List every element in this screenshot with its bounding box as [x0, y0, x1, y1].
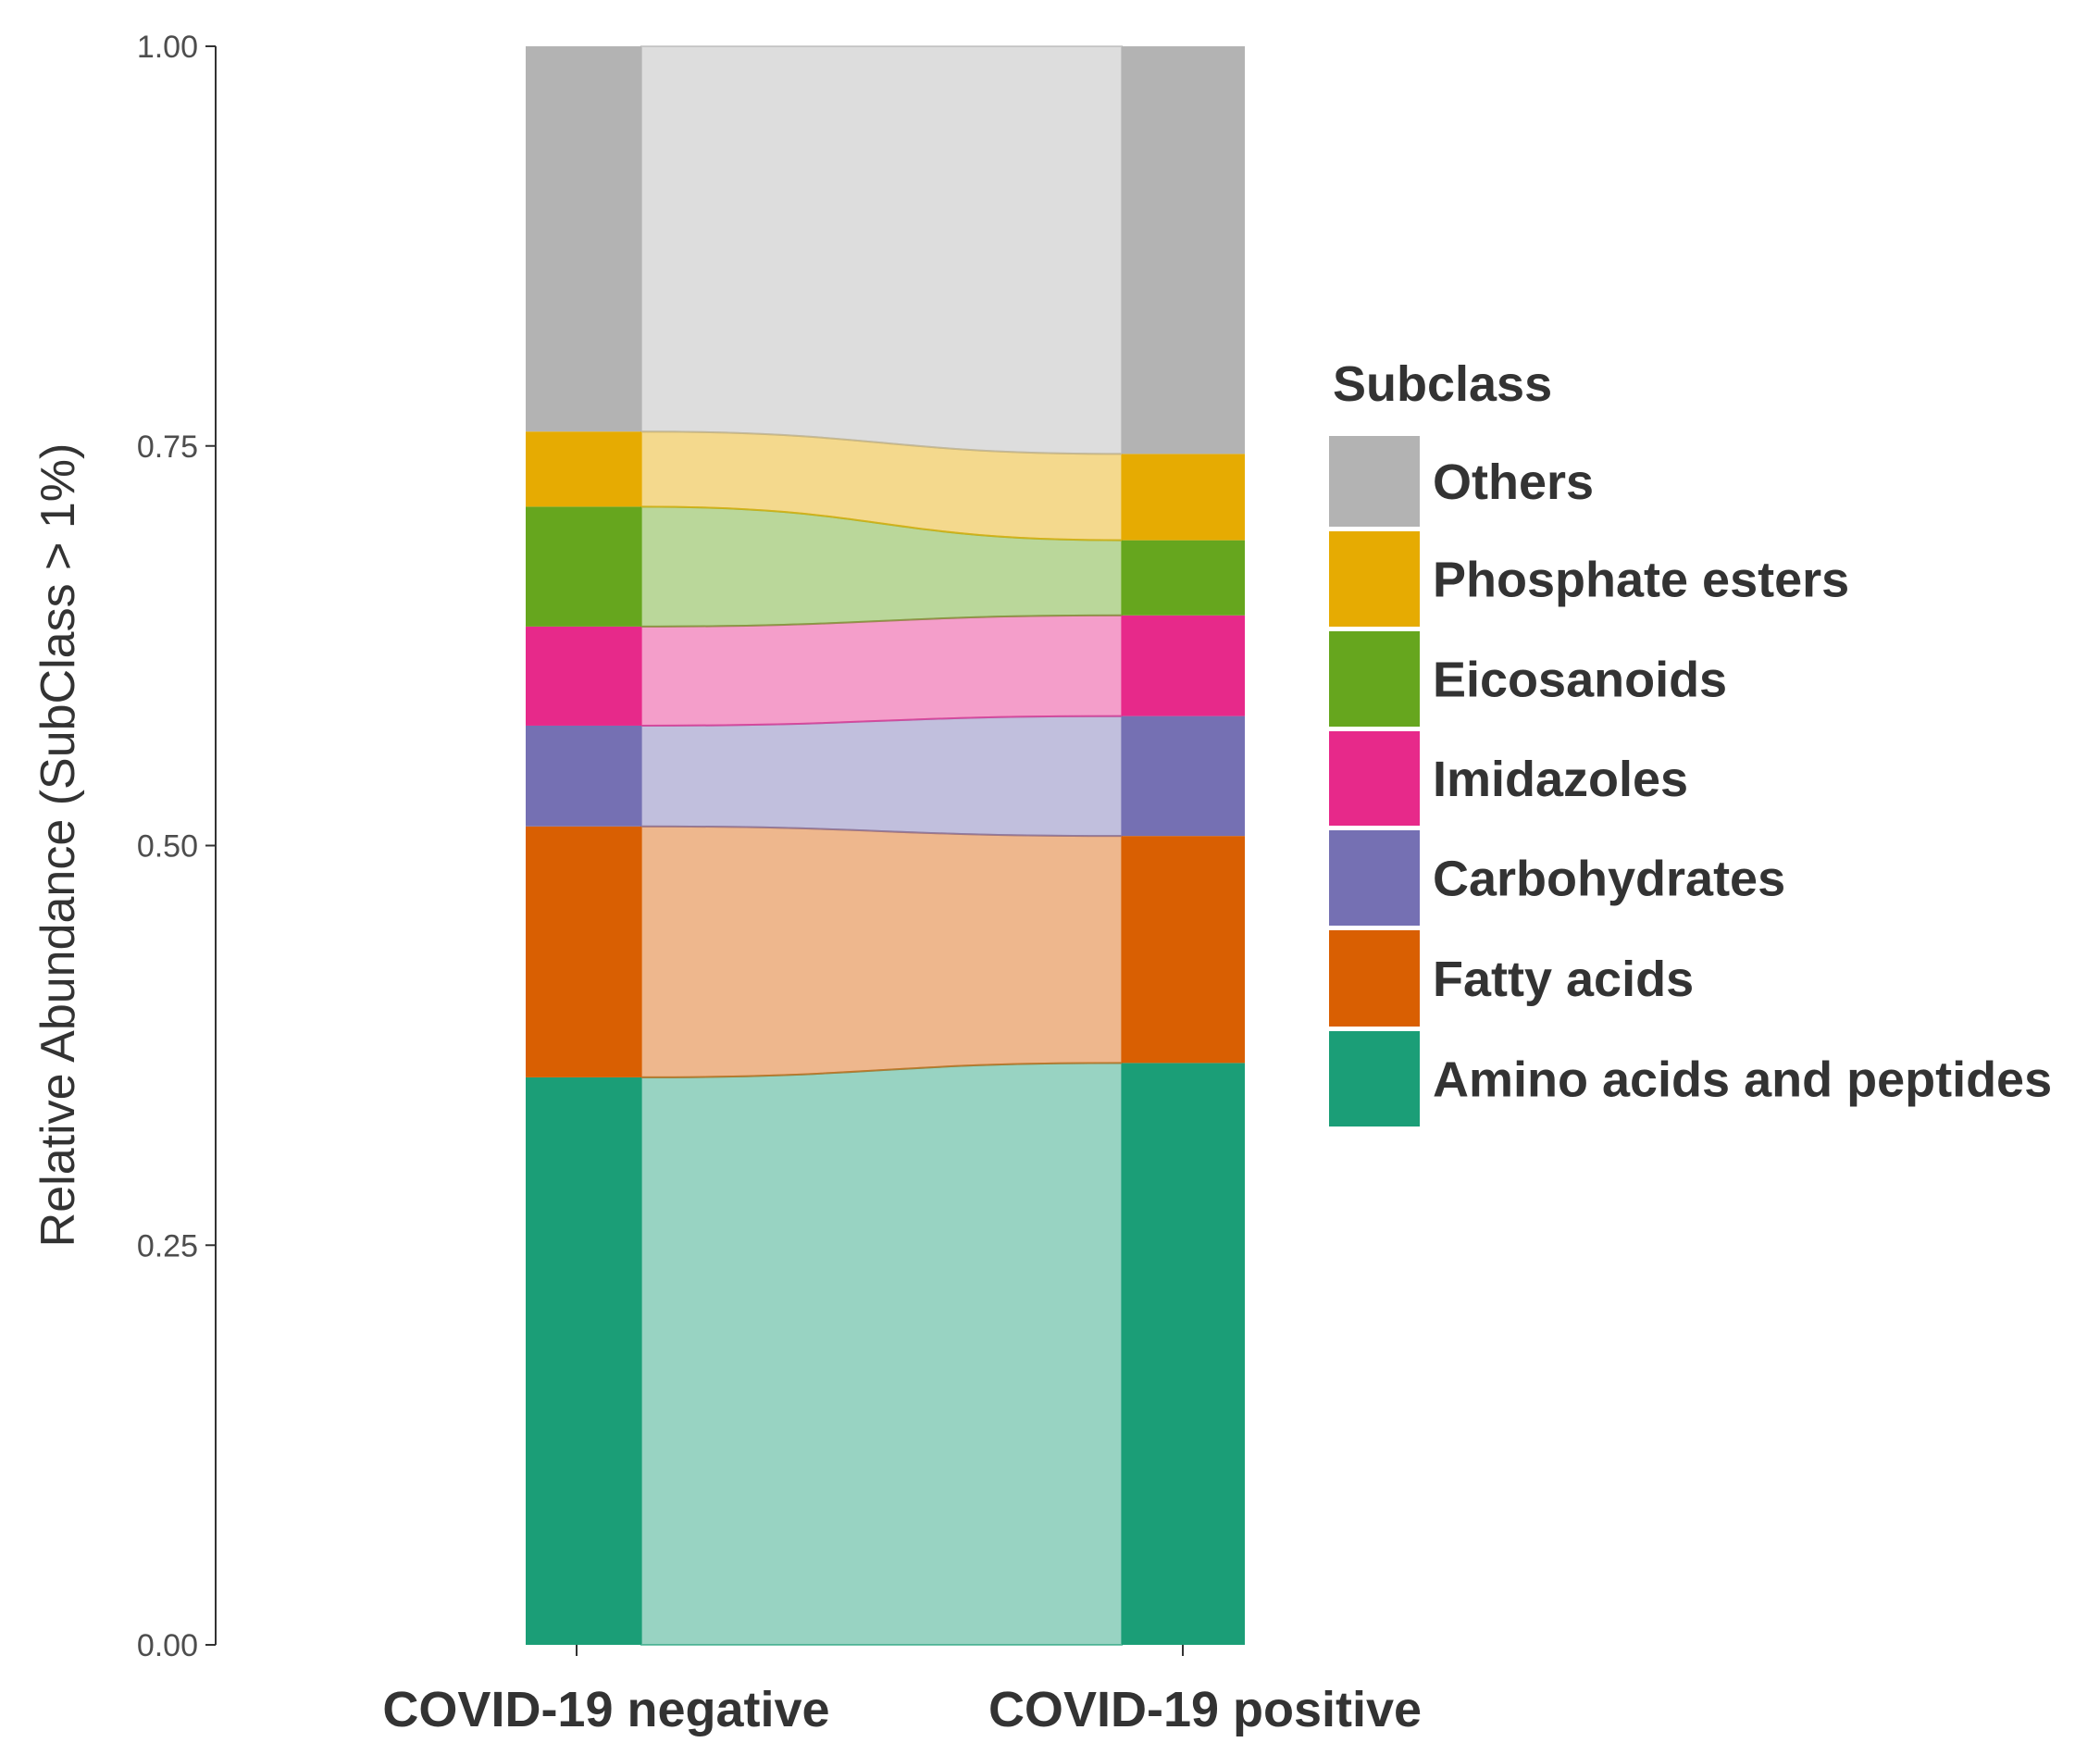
stratum-covid-19-positive-others [1122, 46, 1245, 454]
y-axis-ticks: 0.00 0.25 0.50 0.75 1.00 [137, 30, 216, 1663]
legend-title: Subclass [1333, 356, 1552, 412]
stratum-layer [526, 46, 1245, 1645]
flow-layer [640, 44, 1123, 1647]
flow-fatty-acids [640, 825, 1123, 1078]
legend-label-amino-acids-and-peptides: Amino acids and peptides [1433, 1052, 2052, 1108]
y-axis-title: Relative Abundance (SubClass > 1%) [31, 443, 85, 1248]
y-tick-label: 0.50 [137, 829, 198, 865]
y-tick-label: 0.25 [137, 1228, 198, 1263]
stratum-covid-19-positive-carbohydrates [1122, 716, 1245, 837]
legend-key-carbohydrates [1327, 828, 1422, 927]
x-category-label: COVID-19 positive [988, 1682, 1422, 1737]
stratum-covid-19-negative-eicosanoids [526, 506, 641, 627]
legend-key-others [1327, 434, 1422, 529]
legend-label-phosphate-esters: Phosphate esters [1433, 553, 1849, 608]
legend-key-phosphate-esters [1327, 529, 1422, 629]
flow-others [640, 44, 1123, 455]
y-tick-label: 0.75 [137, 429, 198, 465]
y-tick-label: 0.00 [137, 1628, 198, 1663]
legend: Subclass Others Phosphate esters Eicosanoi… [1327, 356, 2052, 1128]
x-axis-ticks: COVID-19 negative COVID-19 positive [382, 1645, 1422, 1737]
stratum-covid-19-negative-amino-acids-and-peptides [526, 1077, 641, 1645]
y-tick-label: 1.00 [137, 30, 198, 65]
stratum-covid-19-positive-amino-acids-and-peptides [1122, 1063, 1245, 1645]
legend-key-fatty-acids [1327, 928, 1422, 1028]
stratum-covid-19-negative-carbohydrates [526, 725, 641, 827]
legend-key-imidazoles [1327, 729, 1422, 828]
x-category-label: COVID-19 negative [382, 1682, 829, 1737]
stratum-covid-19-negative-fatty-acids [526, 826, 641, 1077]
flow-carbohydrates [640, 715, 1123, 838]
legend-label-fatty-acids: Fatty acids [1433, 952, 1694, 1007]
stratum-covid-19-positive-imidazoles [1122, 615, 1245, 716]
stratum-covid-19-positive-fatty-acids [1122, 836, 1245, 1064]
legend-key-amino-acids-and-peptides [1327, 1029, 1422, 1128]
stratum-covid-19-negative-phosphate-esters [526, 431, 641, 507]
legend-label-carbohydrates: Carbohydrates [1433, 852, 1785, 907]
flow-imidazoles [640, 614, 1123, 727]
flow-amino-acids-and-peptides [640, 1062, 1123, 1647]
legend-key-eicosanoids [1327, 629, 1422, 728]
stratum-covid-19-negative-others [526, 46, 641, 432]
legend-label-imidazoles: Imidazoles [1433, 752, 1688, 807]
legend-label-others: Others [1433, 454, 1594, 510]
stratum-covid-19-negative-imidazoles [526, 626, 641, 726]
stratum-covid-19-positive-phosphate-esters [1122, 454, 1245, 541]
stratum-covid-19-positive-eicosanoids [1122, 540, 1245, 616]
legend-label-eicosanoids: Eicosanoids [1433, 653, 1727, 708]
